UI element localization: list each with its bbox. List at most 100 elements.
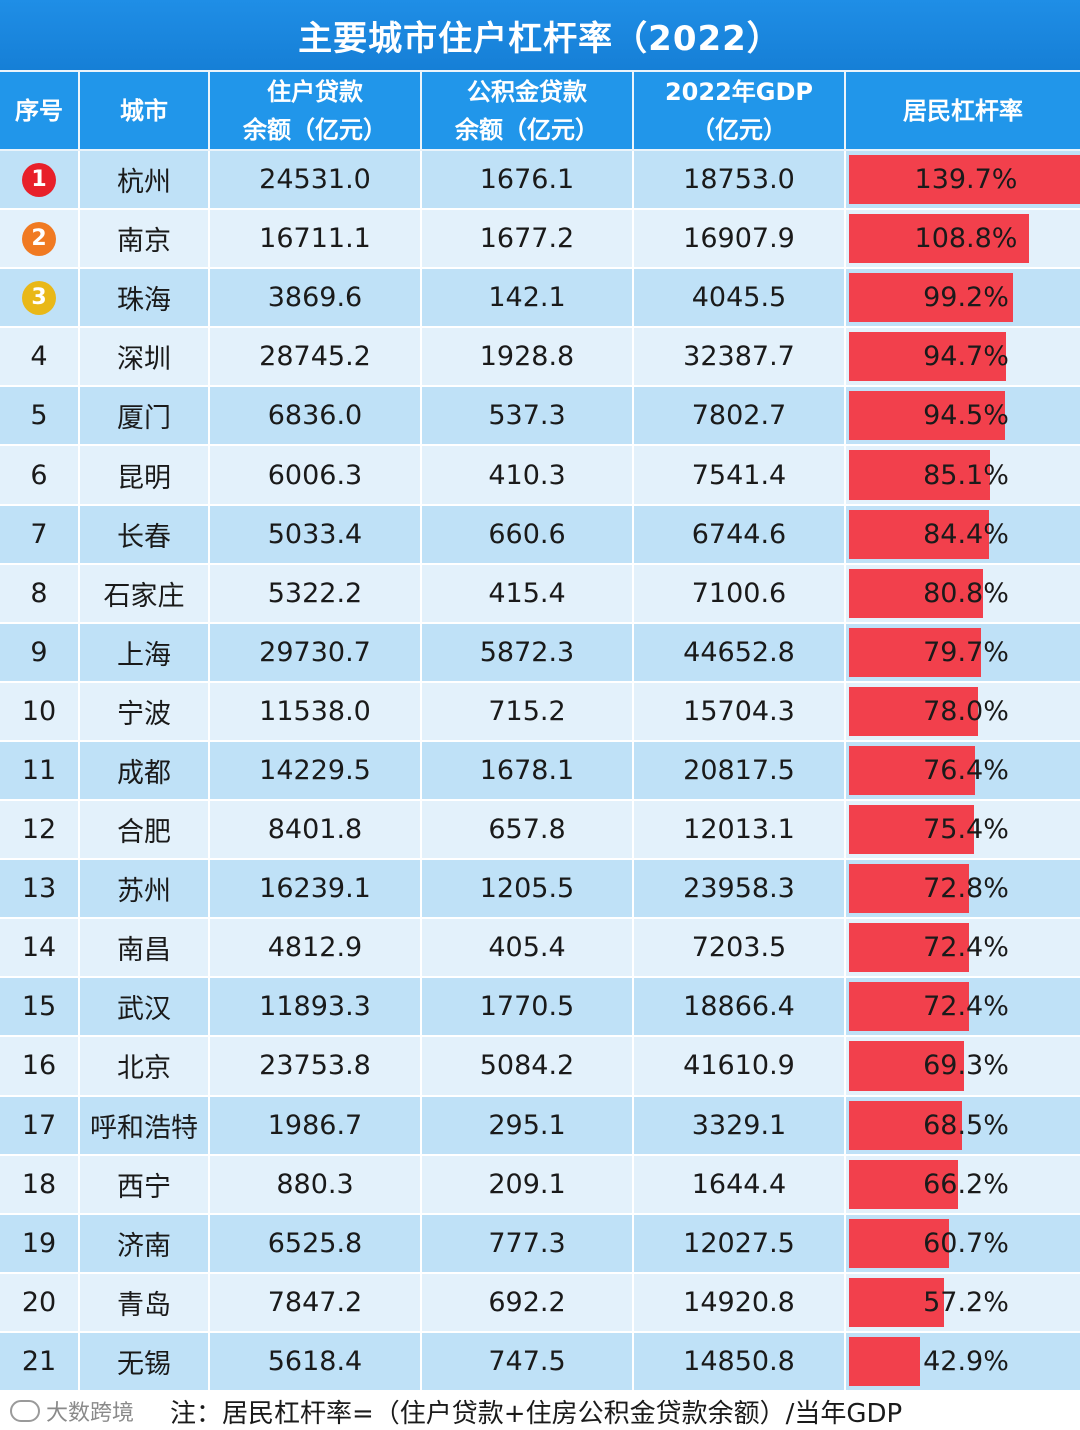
table-row: 19 济南 6525.8 777.3 12027.5 60.7% [0,1214,1080,1274]
gdp-cell: 7802.7 [634,387,846,445]
fund-cell: 5084.2 [422,1037,634,1095]
fund-cell: 1205.5 [422,860,634,918]
rank-cell: 21 [0,1332,80,1390]
ratio-cell: 78.0% [846,683,1080,740]
header-fund-line2: 余额（亿元） [455,115,599,144]
ratio-bar [849,1041,964,1091]
ratio-label: 66.2% [923,1168,1009,1200]
ratio-label: 85.1% [923,459,1009,491]
ratio-cell: 94.5% [846,387,1080,444]
loan-cell: 1986.7 [210,1096,422,1154]
gdp-cell: 1644.4 [634,1155,846,1213]
city-cell: 济南 [80,1214,210,1272]
formula-note: 注：居民杠杆率=（住户贷款+住房公积金贷款余额）/当年GDP [170,1398,903,1429]
gdp-cell: 44652.8 [634,623,846,681]
ratio-label: 72.4% [923,991,1009,1023]
rank-cell: 13 [0,860,80,918]
ratio-cell: 75.4% [846,801,1080,858]
fund-cell: 5872.3 [422,623,634,681]
city-cell: 珠海 [80,269,210,327]
ratio-bar [849,1277,944,1327]
gdp-cell: 7541.4 [634,446,846,504]
city-cell: 南京 [80,210,210,268]
rank-cell: 17 [0,1096,80,1154]
city-cell: 深圳 [80,328,210,386]
ratio-bar [849,1100,962,1150]
gdp-cell: 12013.1 [634,801,846,859]
city-cell: 无锡 [80,1332,210,1390]
loan-cell: 6836.0 [210,387,422,445]
table-row: 16 北京 23753.8 5084.2 41610.9 69.3% [0,1037,1080,1097]
table-header: 序号 城市 住户贷款 余额（亿元） 公积金贷款 余额（亿元） 2022年GDP … [0,72,1080,149]
fund-cell: 777.3 [422,1214,634,1272]
fund-cell: 405.4 [422,919,634,977]
fund-cell: 1676.1 [422,151,634,209]
fund-cell: 657.8 [422,801,634,859]
ratio-label: 68.5% [923,1109,1009,1141]
gdp-cell: 7203.5 [634,919,846,977]
ratio-label: 76.4% [923,754,1009,786]
gdp-cell: 18866.4 [634,978,846,1036]
gdp-cell: 12027.5 [634,1214,846,1272]
gdp-cell: 7100.6 [634,564,846,622]
fund-cell: 1677.2 [422,210,634,268]
table-title: 主要城市住户杠杆率（2022） [0,0,1080,70]
ratio-bar [849,1218,949,1268]
ratio-bar [849,450,990,500]
gdp-cell: 4045.5 [634,269,846,327]
loan-cell: 4812.9 [210,919,422,977]
rank-medal-icon: 1 [22,162,56,197]
gdp-cell: 16907.9 [634,210,846,268]
rank-cell: 5 [0,387,80,445]
rank-cell: 15 [0,978,80,1036]
loan-cell: 29730.7 [210,623,422,681]
city-cell: 南昌 [80,919,210,977]
ratio-bar [849,391,1005,441]
table-row: 21 无锡 5618.4 747.5 14850.8 42.9% [0,1332,1080,1392]
ratio-bar [849,155,1080,205]
gdp-cell: 23958.3 [634,860,846,918]
ratio-cell: 76.4% [846,742,1080,799]
table-row: 2 南京 16711.1 1677.2 16907.9 108.8% [0,210,1080,270]
fund-cell: 660.6 [422,505,634,563]
city-cell: 呼和浩特 [80,1096,210,1154]
fund-cell: 715.2 [422,682,634,740]
table-row: 4 深圳 28745.2 1928.8 32387.7 94.7% [0,328,1080,388]
table-row: 18 西宁 880.3 209.1 1644.4 66.2% [0,1155,1080,1215]
loan-cell: 24531.0 [210,151,422,209]
loan-cell: 5322.2 [210,564,422,622]
ratio-bar [849,332,1006,382]
ratio-label: 60.7% [923,1227,1009,1259]
loan-cell: 5618.4 [210,1332,422,1390]
city-cell: 合肥 [80,801,210,859]
ratio-label: 79.7% [923,636,1009,668]
rank-cell: 2 [0,210,80,268]
table-row: 1 杭州 24531.0 1676.1 18753.0 139.7% [0,151,1080,211]
fund-cell: 415.4 [422,564,634,622]
ratio-cell: 85.1% [846,446,1080,503]
ratio-label: 42.9% [923,1345,1009,1377]
ratio-label: 69.3% [923,1050,1009,1082]
gdp-cell: 14850.8 [634,1332,846,1390]
city-cell: 杭州 [80,151,210,209]
ratio-label: 94.5% [923,400,1009,432]
header-gdp-line2: （亿元） [691,115,787,144]
loan-cell: 7847.2 [210,1273,422,1331]
table-row: 5 厦门 6836.0 537.3 7802.7 94.5% [0,387,1080,447]
fund-cell: 1928.8 [422,328,634,386]
ratio-label: 72.4% [923,932,1009,964]
table-row: 13 苏州 16239.1 1205.5 23958.3 72.8% [0,860,1080,920]
city-cell: 青岛 [80,1273,210,1331]
rank-medal-icon: 2 [22,221,56,256]
city-cell: 北京 [80,1037,210,1095]
city-cell: 西宁 [80,1155,210,1213]
ratio-bar [849,923,969,973]
ratio-bar [849,273,1013,323]
table-row: 17 呼和浩特 1986.7 295.1 3329.1 68.5% [0,1096,1080,1156]
chat-bubble-icon [10,1400,40,1422]
table-row: 12 合肥 8401.8 657.8 12013.1 75.4% [0,801,1080,861]
loan-cell: 16711.1 [210,210,422,268]
city-cell: 宁波 [80,682,210,740]
table-row: 20 青岛 7847.2 692.2 14920.8 57.2% [0,1273,1080,1333]
ratio-bar [849,745,975,796]
